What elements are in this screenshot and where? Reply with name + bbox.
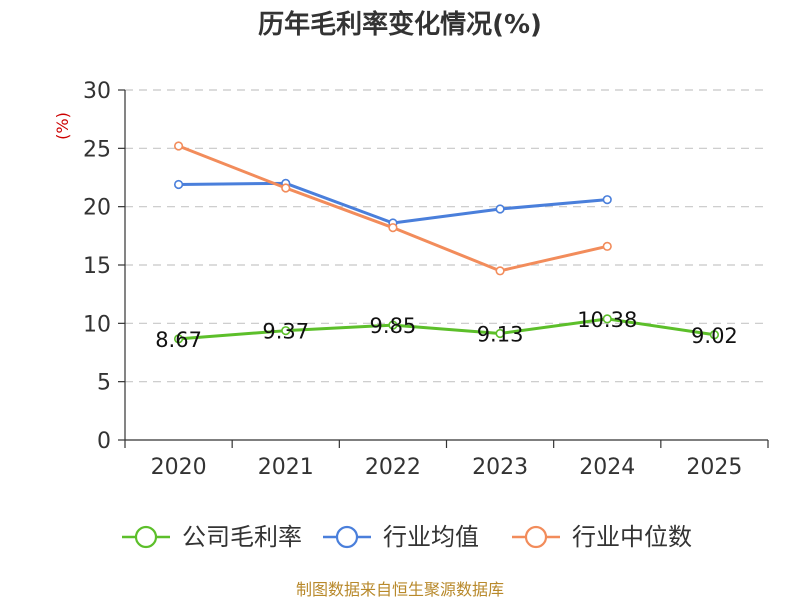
legend-label: 行业均值 <box>383 523 479 551</box>
source-note: 制图数据来自恒生聚源数据库 <box>296 580 504 599</box>
legend-label: 公司毛利率 <box>182 523 302 551</box>
y-tick-label: 0 <box>97 429 111 454</box>
x-tick-label: 2021 <box>258 455 314 480</box>
data-point <box>602 314 612 324</box>
y-tick-label: 20 <box>83 196 111 221</box>
data-point <box>281 183 291 193</box>
data-label: 9.13 <box>477 322 524 346</box>
x-tick-label: 2023 <box>472 455 528 480</box>
data-point <box>602 241 612 251</box>
legend-marker <box>524 525 548 549</box>
series-layer <box>173 141 720 344</box>
data-point <box>709 330 720 340</box>
x-tick-label: 2020 <box>151 455 207 480</box>
y-axis-label: (%) <box>53 112 72 140</box>
series-line-1 <box>178 181 608 225</box>
data-point <box>495 266 505 276</box>
data-point <box>173 141 184 151</box>
data-point <box>495 204 505 214</box>
grid-lines <box>125 89 768 383</box>
series-line-2 <box>178 144 608 273</box>
series-line-0 <box>178 317 715 341</box>
y-tick-label: 30 <box>83 79 111 104</box>
data-labels: 8.67 9.37 9.85 9.13 10.38 9.02 <box>155 308 738 352</box>
data-point <box>495 328 505 339</box>
data-label: 9.37 <box>262 320 309 344</box>
legend: 公司毛利率 行业均值 行业中位数 <box>122 523 692 551</box>
data-label: 9.02 <box>691 324 738 348</box>
y-tick-label: 10 <box>83 312 111 337</box>
data-label: 9.85 <box>370 314 417 338</box>
data-point <box>388 320 398 330</box>
data-point <box>602 195 612 205</box>
data-point <box>388 223 398 233</box>
x-tick-label: 2022 <box>365 455 421 480</box>
y-tick-label: 15 <box>83 254 111 279</box>
data-label: 8.67 <box>155 328 202 352</box>
data-point <box>173 179 184 190</box>
data-point <box>281 326 291 336</box>
data-point <box>173 334 184 344</box>
x-tick-label: 2024 <box>579 455 635 480</box>
y-tick-label: 25 <box>83 137 111 162</box>
data-label: 10.38 <box>577 308 637 332</box>
legend-label: 行业中位数 <box>572 523 692 551</box>
x-tick-label: 2025 <box>686 455 742 480</box>
y-tick-label: 5 <box>97 371 111 396</box>
chart-title: 历年毛利率变化情况(%) <box>258 9 542 40</box>
legend-marker <box>335 525 359 549</box>
legend-marker <box>134 525 158 549</box>
